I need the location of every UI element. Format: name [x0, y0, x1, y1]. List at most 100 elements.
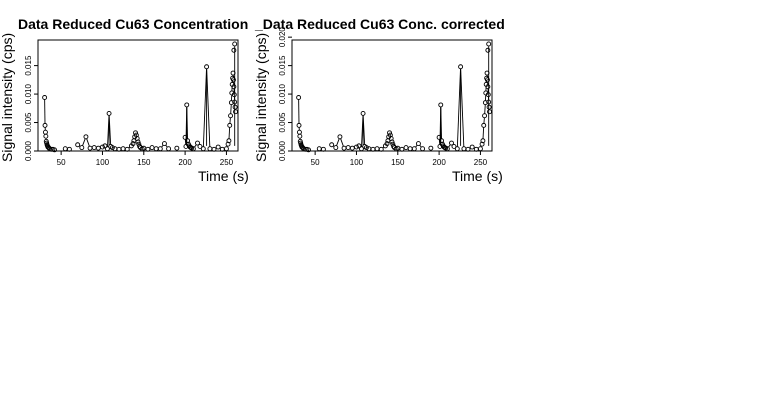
data-point — [487, 109, 492, 115]
data-point — [399, 146, 405, 152]
chart-panel-cu63-corrected: _Data Reduced Cu63 Conc. corrected 50 100… — [253, 16, 505, 184]
data-point — [296, 122, 302, 128]
data-point — [436, 134, 442, 140]
data-point — [228, 113, 234, 119]
data-point — [481, 122, 487, 128]
y-axis-label: Signal intensity (cps) — [0, 33, 15, 162]
data-point — [465, 146, 471, 152]
data-point — [233, 109, 238, 115]
x-tick-label: 150 — [137, 158, 151, 167]
data-point — [102, 143, 108, 149]
plot-frame — [37, 39, 239, 152]
data-point — [211, 146, 217, 152]
y-axis-label: Signal intensity (cps) — [253, 33, 269, 162]
x-tick-label: 100 — [350, 158, 364, 167]
data-point — [197, 143, 203, 149]
data-point — [130, 141, 136, 147]
data-point — [184, 102, 190, 108]
data-point — [109, 145, 115, 151]
data-point — [223, 146, 229, 152]
data-point — [356, 143, 362, 149]
data-point — [415, 141, 421, 147]
data-point — [42, 129, 48, 135]
y-axis: 0.000 0.005 0.010 0.015 — [24, 55, 38, 161]
x-axis-label: Time (s) — [452, 168, 503, 184]
x-tick-label: 250 — [220, 158, 234, 167]
data-point — [485, 77, 490, 83]
y-tick-label: 0.005 — [24, 112, 33, 133]
data-point — [458, 64, 464, 70]
data-point — [296, 95, 302, 100]
data-point — [461, 146, 467, 152]
data-point — [204, 64, 210, 70]
data-point — [174, 145, 180, 151]
data-point — [227, 122, 233, 128]
data-point — [378, 146, 384, 152]
data-point — [200, 146, 206, 152]
data-point — [52, 147, 57, 153]
data-point — [66, 146, 72, 152]
data-point — [302, 146, 308, 152]
series-segment — [86, 138, 90, 147]
series-segment — [419, 145, 422, 148]
data-point — [451, 143, 457, 149]
series-segment — [165, 145, 168, 148]
data-point — [48, 146, 54, 152]
data-point — [232, 104, 238, 110]
data-point — [230, 70, 236, 76]
data-point — [363, 145, 369, 151]
series-segment — [206, 68, 211, 147]
series-segment — [340, 138, 344, 147]
data-point — [207, 146, 213, 152]
data-point — [87, 145, 93, 151]
data-point — [389, 139, 395, 145]
series-segment — [228, 127, 231, 139]
data-point — [469, 144, 475, 150]
y-tick-label: 0.000 — [24, 140, 33, 161]
data-point — [438, 102, 444, 108]
data-point — [485, 84, 491, 90]
series-segment — [482, 127, 485, 139]
data-point — [449, 140, 454, 146]
data-point — [349, 145, 355, 151]
data-point — [182, 134, 188, 140]
data-point — [42, 122, 48, 128]
data-point — [329, 142, 335, 148]
data-point — [484, 70, 490, 76]
data-point — [482, 113, 488, 119]
series-segment — [456, 68, 461, 147]
x-tick-label: 250 — [474, 158, 488, 167]
series-segment — [194, 144, 197, 148]
data-point — [384, 141, 390, 147]
chart-title: _Data Reduced Cu63 Conc. corrected — [254, 16, 505, 32]
data-point — [387, 130, 392, 136]
data-point — [316, 146, 322, 152]
y-tick-label: 0.015 — [278, 55, 287, 76]
data-point — [360, 110, 366, 116]
chart-panel-cu63-concentration: Data Reduced Cu63 Concentration 50 100 150… — [0, 16, 249, 184]
data-point — [83, 134, 89, 140]
series-segment — [336, 138, 340, 146]
data-point — [232, 41, 238, 47]
chart-title: Data Reduced Cu63 Concentration — [18, 16, 248, 32]
data-point — [231, 47, 237, 53]
data-point — [75, 142, 81, 148]
data-point — [190, 146, 196, 152]
data-point — [486, 99, 492, 105]
data-point — [149, 145, 155, 151]
plot-frame — [291, 39, 493, 152]
data-point — [215, 144, 221, 150]
data-point — [106, 110, 112, 116]
data-point — [145, 146, 151, 152]
data-point — [320, 146, 326, 152]
data-point — [482, 100, 488, 106]
x-axis-label: Time (s) — [198, 168, 249, 184]
data-point — [374, 146, 380, 152]
data-point — [231, 92, 237, 98]
series-segment — [415, 145, 418, 148]
series-segment — [460, 68, 465, 147]
data-point — [403, 145, 409, 151]
series-segment — [484, 104, 486, 114]
data-point — [486, 104, 492, 110]
